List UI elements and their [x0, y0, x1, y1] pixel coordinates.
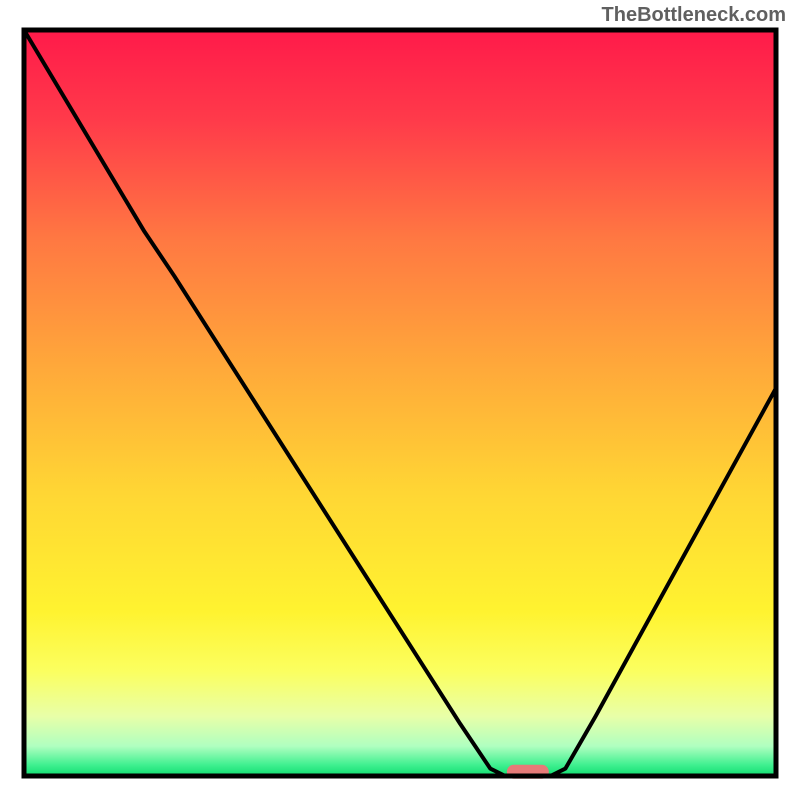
curve-layer [24, 30, 776, 776]
plot-frame [24, 30, 776, 776]
plot-area [24, 30, 776, 776]
watermark-text: TheBottleneck.com [602, 4, 786, 27]
bottleneck-curve [24, 30, 776, 776]
chart-container: TheBottleneck.com [0, 0, 800, 800]
